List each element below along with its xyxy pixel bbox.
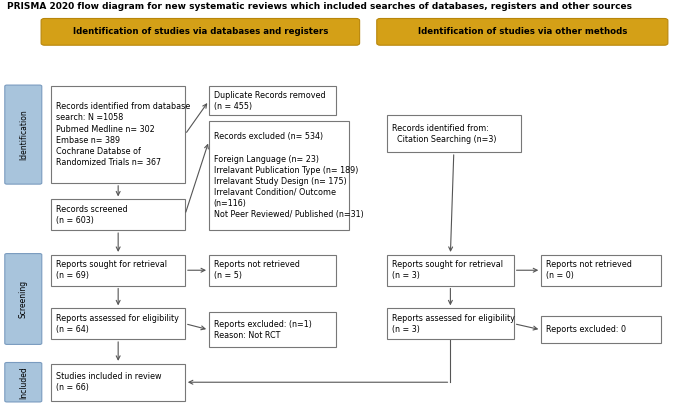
Text: Records identified from database
search: N =1058
Pubmed Medline n= 302
Embase n=: Records identified from database search:… xyxy=(56,102,190,167)
FancyBboxPatch shape xyxy=(387,255,514,286)
FancyBboxPatch shape xyxy=(387,115,521,152)
Text: Reports excluded: (n=1)
Reason: Not RCT: Reports excluded: (n=1) Reason: Not RCT xyxy=(214,320,312,340)
Text: Studies included in review
(n = 66): Studies included in review (n = 66) xyxy=(56,372,162,392)
FancyBboxPatch shape xyxy=(387,308,514,339)
Text: PRISMA 2020 flow diagram for new systematic reviews which included searches of d: PRISMA 2020 flow diagram for new systema… xyxy=(7,2,632,11)
FancyBboxPatch shape xyxy=(51,86,185,183)
Text: Duplicate Records removed
(n = 455): Duplicate Records removed (n = 455) xyxy=(214,91,325,111)
Text: Reports assessed for eligibility
(n = 3): Reports assessed for eligibility (n = 3) xyxy=(392,314,514,334)
Text: Identification of studies via other methods: Identification of studies via other meth… xyxy=(418,28,627,36)
FancyBboxPatch shape xyxy=(41,18,360,45)
FancyBboxPatch shape xyxy=(5,85,42,184)
FancyBboxPatch shape xyxy=(377,18,668,45)
FancyBboxPatch shape xyxy=(5,363,42,402)
Text: Reports assessed for eligibility
(n = 64): Reports assessed for eligibility (n = 64… xyxy=(56,314,179,334)
FancyBboxPatch shape xyxy=(209,255,336,286)
FancyBboxPatch shape xyxy=(209,312,336,347)
FancyBboxPatch shape xyxy=(209,121,349,230)
FancyBboxPatch shape xyxy=(51,255,185,286)
FancyBboxPatch shape xyxy=(541,255,661,286)
Text: Identification: Identification xyxy=(18,109,28,160)
Text: Records screened
(n = 603): Records screened (n = 603) xyxy=(56,205,128,225)
FancyBboxPatch shape xyxy=(51,308,185,339)
Text: Reports sought for retrieval
(n = 3): Reports sought for retrieval (n = 3) xyxy=(392,260,503,280)
Text: Reports not retrieved
(n = 5): Reports not retrieved (n = 5) xyxy=(214,260,299,280)
FancyBboxPatch shape xyxy=(51,364,185,401)
Text: Reports sought for retrieval
(n = 69): Reports sought for retrieval (n = 69) xyxy=(56,260,167,280)
Text: Records excluded (n= 534)

Foreign Language (n= 23)
Irrelavant Publication Type : Records excluded (n= 534) Foreign Langua… xyxy=(214,132,364,219)
FancyBboxPatch shape xyxy=(209,86,336,115)
FancyBboxPatch shape xyxy=(51,199,185,230)
Text: Records identified from:
  Citation Searching (n=3): Records identified from: Citation Search… xyxy=(392,124,497,143)
Text: Screening: Screening xyxy=(18,280,28,318)
Text: Identification of studies via databases and registers: Identification of studies via databases … xyxy=(73,28,328,36)
Text: Reports excluded: 0: Reports excluded: 0 xyxy=(546,326,626,334)
FancyBboxPatch shape xyxy=(541,316,661,343)
Text: Reports not retrieved
(n = 0): Reports not retrieved (n = 0) xyxy=(546,260,632,280)
FancyBboxPatch shape xyxy=(5,254,42,344)
Text: Included: Included xyxy=(18,366,28,399)
